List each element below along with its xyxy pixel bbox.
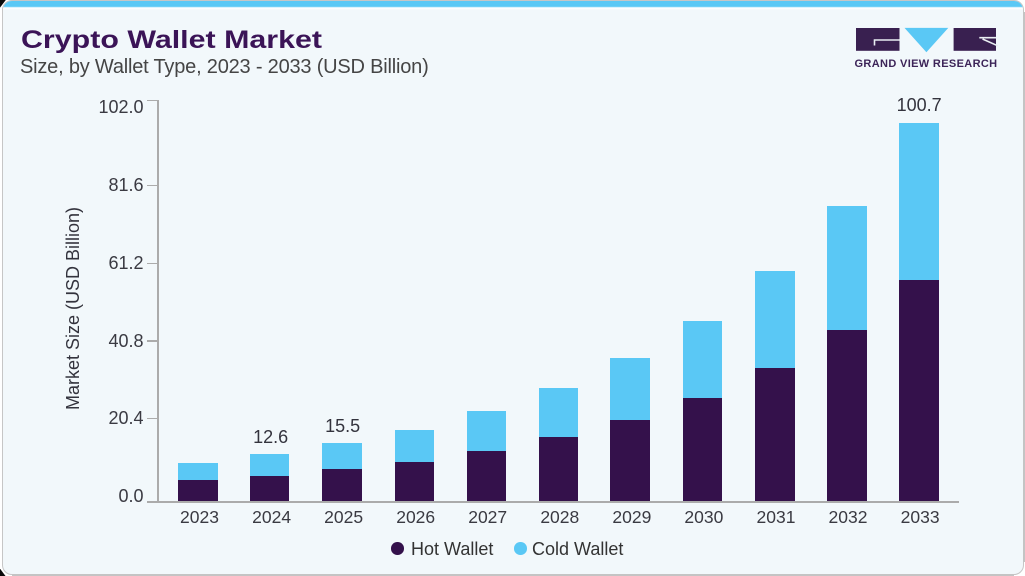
svg-text:GRAND VIEW RESEARCH: GRAND VIEW RESEARCH xyxy=(855,58,998,70)
